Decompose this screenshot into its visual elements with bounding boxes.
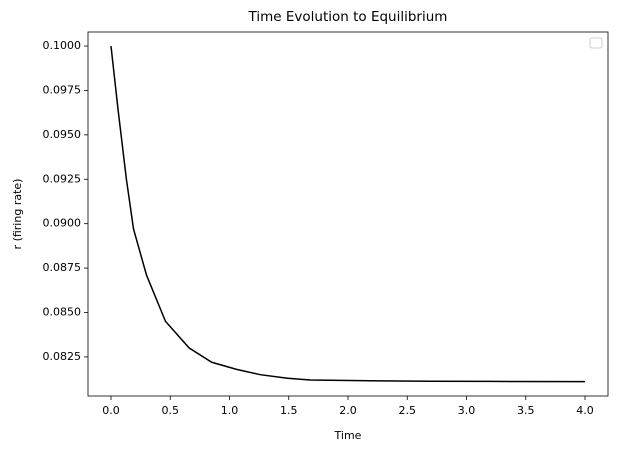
x-tick-label: 1.0 — [221, 404, 239, 417]
y-tick-label: 0.1000 — [43, 39, 82, 52]
x-tick-label: 4.0 — [576, 404, 594, 417]
x-tick-label: 2.5 — [399, 404, 417, 417]
plot-frame — [87, 31, 609, 397]
x-tick-label: 3.0 — [458, 404, 476, 417]
x-tick-label: 2.0 — [339, 404, 357, 417]
x-tick-label: 0.0 — [102, 404, 120, 417]
chart-title: Time Evolution to Equilibrium — [248, 9, 448, 25]
y-axis-label: r (firing rate) — [11, 179, 24, 250]
y-tick-label: 0.0925 — [43, 172, 82, 185]
y-tick-label: 0.0950 — [43, 128, 82, 141]
line — [110, 45, 586, 383]
y-tick-label: 0.0850 — [43, 306, 82, 319]
y-tick-label: 0.0975 — [43, 83, 82, 96]
y-tick-label: 0.0825 — [43, 350, 82, 363]
x-tick-label: 1.5 — [280, 404, 298, 417]
y-tick-label: 0.0875 — [43, 261, 82, 274]
x-tick-label: 3.5 — [517, 404, 535, 417]
y-tick-label: 0.0900 — [43, 217, 82, 230]
x-axis-label: Time — [334, 429, 362, 442]
legend — [589, 37, 603, 49]
x-tick-label: 0.5 — [161, 404, 179, 417]
